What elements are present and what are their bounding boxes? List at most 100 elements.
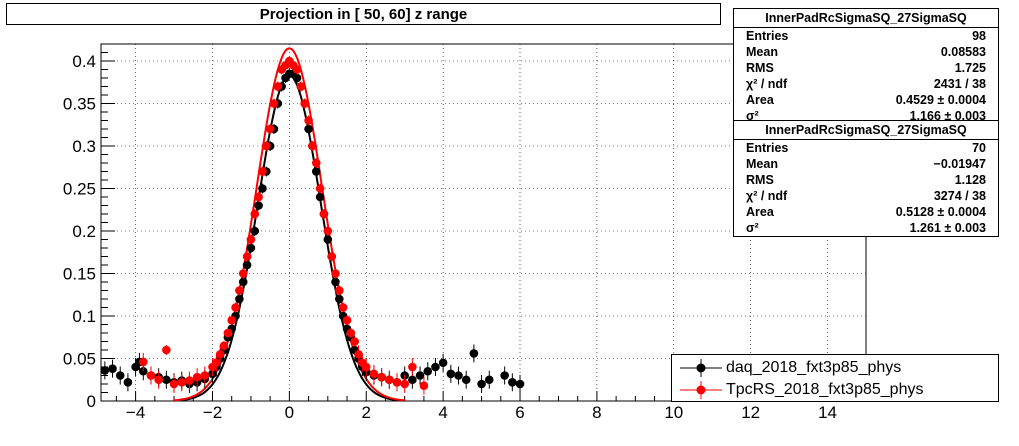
data-point <box>304 115 313 126</box>
point-marker <box>254 192 263 202</box>
stats-row: Area 0.5128 ± 0.0004 <box>734 204 998 220</box>
stats-row: Entries 70 <box>734 140 998 156</box>
data-point <box>335 285 344 296</box>
point-marker <box>335 286 344 295</box>
stats-value: 0.5128 ± 0.0004 <box>895 205 986 219</box>
data-point <box>265 124 275 134</box>
stats-label: σ² <box>746 221 759 235</box>
point-marker <box>250 209 260 219</box>
data-point <box>311 158 321 168</box>
x-tick-label: 12 <box>741 403 760 422</box>
y-tick-label: 0.4 <box>72 52 96 71</box>
point-marker <box>392 378 402 387</box>
point-marker <box>262 141 271 151</box>
data-point <box>238 268 248 279</box>
data-point <box>315 183 325 194</box>
stats-row: Entries 98 <box>734 28 998 44</box>
data-point <box>315 192 325 202</box>
chart-title: Projection in [ 50, 60] z range <box>6 3 721 25</box>
data-point <box>454 366 463 385</box>
data-point <box>484 370 494 389</box>
stats-value: 1.166 ± 0.003 <box>909 109 986 123</box>
data-point <box>385 370 394 389</box>
point-marker <box>100 366 110 375</box>
data-point <box>254 192 263 202</box>
point-marker <box>242 260 252 270</box>
point-marker <box>146 371 156 380</box>
data-point <box>250 226 260 236</box>
stats-box-title: InnerPadRcSigmaSQ_27SigmaSQ <box>734 121 998 140</box>
point-marker <box>308 141 317 151</box>
stats-value: 70 <box>972 141 986 155</box>
point-marker <box>238 277 248 287</box>
point-marker <box>223 328 233 338</box>
y-tick-label: 0.3 <box>72 137 96 156</box>
data-point <box>369 364 379 383</box>
data-point <box>346 328 356 338</box>
data-point <box>138 352 148 371</box>
data-point <box>100 361 110 380</box>
point-marker <box>323 226 333 236</box>
point-marker <box>423 366 433 376</box>
point-marker <box>323 235 333 244</box>
x-tick-label: 10 <box>664 403 683 422</box>
point-marker <box>419 381 429 391</box>
point-marker <box>296 82 306 91</box>
point-marker <box>484 375 494 385</box>
point-marker <box>369 369 379 379</box>
stats-value: 1.261 ± 0.003 <box>909 221 986 235</box>
point-marker <box>438 358 448 368</box>
data-point <box>292 73 302 83</box>
stats-box-tpcrs: InnerPadRcSigmaSQ_27SigmaSQ Entries 70 Me… <box>733 120 999 237</box>
point-marker <box>346 328 356 338</box>
y-tick-label: 0.35 <box>63 95 96 114</box>
stats-label: Area <box>746 93 774 107</box>
stats-row: RMS 1.725 <box>734 60 998 76</box>
stats-label: Mean <box>746 157 778 171</box>
data-point <box>461 370 471 389</box>
point-marker <box>219 341 229 351</box>
point-marker <box>269 99 279 108</box>
stats-value: 0.4529 ± 0.0004 <box>895 93 986 107</box>
point-marker <box>162 375 171 385</box>
data-point <box>250 209 260 219</box>
point-marker <box>361 362 371 372</box>
point-marker <box>246 235 256 244</box>
point-marker <box>258 167 267 176</box>
point-marker <box>235 294 244 304</box>
data-point <box>431 358 440 376</box>
data-point <box>515 375 525 393</box>
data-point <box>342 315 352 326</box>
data-point <box>215 345 225 364</box>
point-marker <box>431 362 440 372</box>
data-point <box>231 302 240 313</box>
stats-value: 3274 / 38 <box>933 189 986 203</box>
data-point <box>269 98 279 109</box>
stats-label: Entries <box>746 141 789 155</box>
data-point <box>192 368 202 387</box>
data-point <box>419 376 429 395</box>
data-point <box>115 366 125 385</box>
x-axis: −4 −2 0 2 4 6 8 10 12 14 <box>115 391 867 422</box>
point-marker <box>235 286 244 295</box>
stats-label: RMS <box>746 61 774 75</box>
data-point <box>361 358 371 376</box>
stats-value: 1.725 <box>954 61 986 75</box>
stats-row: Area 0.4529 ± 0.0004 <box>734 92 998 108</box>
point-marker <box>169 379 179 389</box>
x-tick-label: −2 <box>203 403 222 422</box>
data-point <box>212 353 221 372</box>
data-point <box>446 364 456 383</box>
data-point <box>258 183 267 194</box>
point-marker <box>408 362 417 372</box>
x-tick-label: 4 <box>438 403 447 422</box>
stats-label: χ² / ndf <box>746 77 788 91</box>
data-point <box>227 315 237 326</box>
x-tick-label: 6 <box>515 403 524 422</box>
point-marker <box>108 364 117 374</box>
data-point <box>162 345 171 355</box>
point-marker <box>315 184 325 193</box>
point-marker <box>508 378 517 387</box>
point-marker <box>461 375 471 385</box>
point-marker <box>304 116 313 125</box>
